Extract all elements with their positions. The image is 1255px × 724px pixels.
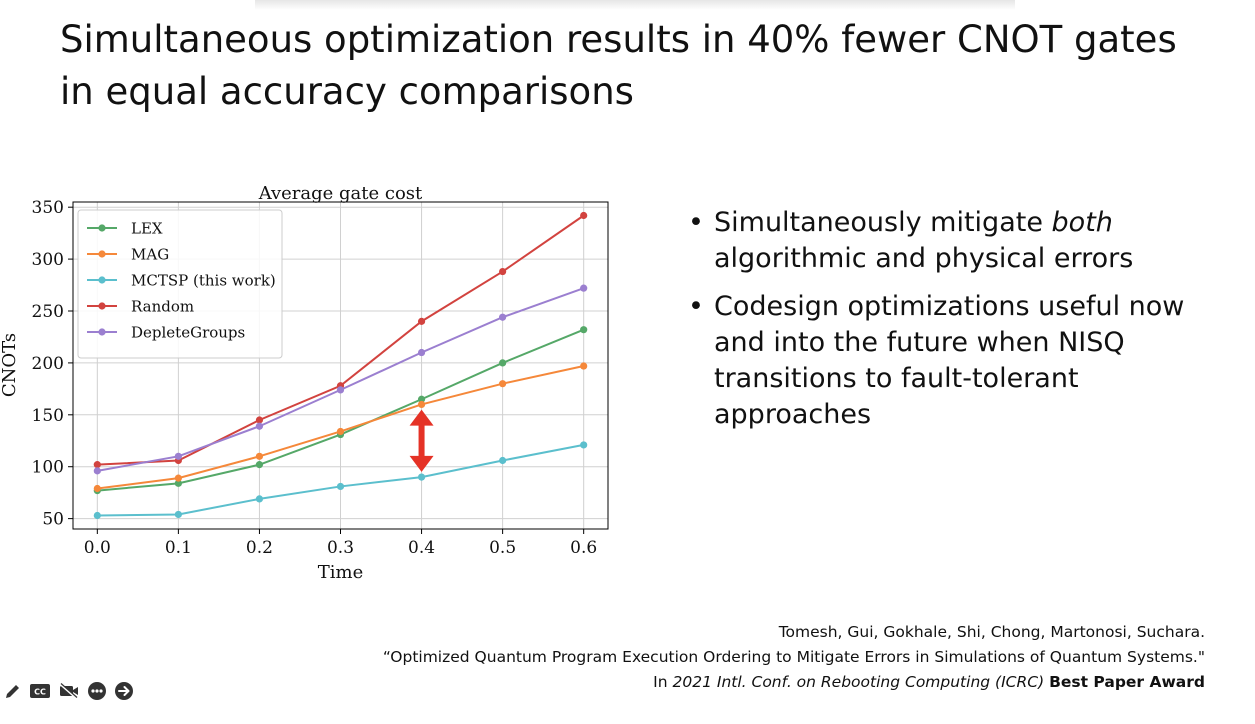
bullet-text-emphasis: both (1051, 207, 1113, 238)
citation-paper-title: “Optimized Quantum Program Execution Ord… (382, 648, 1205, 666)
legend-marker (98, 224, 106, 232)
chart-annotation (409, 409, 434, 472)
next-slide-button[interactable] (114, 681, 134, 701)
x-tick-label: 0.0 (84, 538, 111, 558)
legend-label: DepleteGroups (131, 324, 245, 342)
citation-venue: 2021 Intl. Conf. on Rebooting Computing … (672, 673, 1045, 691)
x-tick-label: 0.3 (327, 538, 354, 558)
data-point-mag (417, 400, 426, 409)
y-tick-label: 200 (32, 354, 64, 374)
bullet-text-pre: Simultaneously mitigate (714, 207, 1052, 238)
chart-series (93, 211, 588, 520)
data-point-mctsp-this-work (417, 473, 426, 481)
citation-venue-prefix: In (653, 673, 673, 691)
data-point-lex (580, 326, 588, 334)
data-point-mctsp-this-work (93, 511, 101, 520)
data-point-depletegroups (255, 422, 264, 430)
chart-legend: LEX MAG MCTSP (this work) Random DepleteGrou… (77, 209, 283, 359)
data-point-lex (499, 359, 507, 367)
x-tick-label: 0.5 (489, 538, 516, 558)
data-point-mctsp-this-work (174, 510, 182, 519)
data-point-mctsp-this-work (499, 456, 507, 465)
legend-label: Random (131, 298, 194, 316)
bullet-text-post: algorithmic and physical errors (714, 243, 1134, 274)
citation-venue-line: In 2021 Intl. Conf. on Rebooting Computi… (383, 670, 1205, 695)
data-point-mctsp-this-work (255, 495, 264, 503)
bullet-text-pre: Codesign optimizations useful now and in… (714, 291, 1185, 430)
legend-marker (98, 276, 106, 284)
x-axis-label: Time (318, 562, 363, 583)
presentation-toolbar: CC (4, 680, 134, 702)
data-point-lex (255, 461, 264, 469)
bullet-list: • Simultaneously mitigate both algorithm… (688, 205, 1228, 445)
data-point-depletegroups (417, 348, 426, 357)
camera-off-icon (59, 683, 78, 699)
bullet-dot: • (688, 207, 704, 238)
y-tick-label: 350 (32, 198, 64, 218)
data-point-mctsp-this-work (580, 441, 588, 449)
legend-label: MAG (131, 246, 169, 264)
data-point-depletegroups (93, 467, 101, 475)
closed-captions-icon: CC (30, 684, 50, 698)
top-shadow (255, 0, 1015, 10)
more-options-button[interactable] (87, 681, 107, 701)
y-tick-label: 250 (32, 302, 64, 322)
legend-label: LEX (131, 220, 163, 238)
data-point-random (93, 461, 101, 469)
x-tick-label: 0.6 (570, 538, 597, 558)
data-point-mag (336, 427, 345, 436)
data-point-random (417, 317, 426, 325)
data-point-lex (417, 395, 426, 403)
legend-marker (98, 250, 106, 258)
camera-off-button[interactable] (58, 683, 80, 699)
legend-box (77, 209, 283, 359)
y-tick-label: 300 (32, 250, 64, 270)
data-point-depletegroups (499, 313, 507, 321)
y-tick-label: 100 (32, 458, 64, 478)
legend-marker (98, 302, 106, 310)
double-arrow-head-down (409, 455, 434, 472)
data-point-mag (499, 380, 507, 388)
data-point-mctsp-this-work (336, 482, 345, 491)
bullet-item: • Simultaneously mitigate both algorithm… (688, 205, 1228, 277)
pen-button[interactable] (4, 682, 22, 700)
slide-title: Simultaneous optimization results in 40%… (60, 18, 1177, 113)
y-axis-label: CNOTs (0, 333, 20, 397)
bullet-item: • Codesign optimizations useful now and … (688, 289, 1228, 433)
x-tick-label: 0.2 (246, 538, 273, 558)
more-options-icon (88, 682, 106, 700)
citation-award: Best Paper Award (1049, 673, 1205, 691)
data-point-mag (93, 484, 101, 493)
pen-icon (6, 685, 19, 698)
closed-captions-button[interactable]: CC (29, 683, 51, 699)
closed-captions-label: CC (34, 688, 46, 697)
data-point-random (255, 416, 264, 424)
data-point-mag (174, 474, 182, 482)
data-point-random (580, 211, 588, 220)
legend-label: MCTSP (this work) (131, 272, 276, 290)
chart-title: Average gate cost (258, 183, 423, 204)
chart-ticks: 0.0 0.1 0.2 0.3 0.4 0.5 0.6 50 100 150 200 250 300 35… (32, 198, 598, 558)
legend-marker (98, 328, 106, 336)
x-tick-label: 0.4 (408, 538, 435, 558)
data-point-mag (255, 452, 264, 460)
bullet-dot: • (688, 291, 704, 322)
average-gate-cost-chart: 0.0 0.1 0.2 0.3 0.4 0.5 0.6 50 100 150 200 250 300 35… (0, 183, 609, 583)
citation: Tomesh, Gui, Gokhale, Shi, Chong, Marton… (383, 620, 1205, 695)
data-point-depletegroups (580, 284, 588, 292)
next-arrow-icon (115, 682, 133, 700)
citation-authors: Tomesh, Gui, Gokhale, Shi, Chong, Marton… (778, 623, 1205, 641)
y-tick-label: 50 (42, 510, 64, 530)
x-tick-label: 0.1 (165, 538, 192, 558)
data-point-lex (174, 479, 182, 487)
data-point-mag (580, 362, 588, 370)
data-point-depletegroups (174, 452, 182, 460)
double-arrow-head-up (409, 409, 434, 426)
y-tick-label: 150 (32, 406, 64, 426)
data-point-random (499, 267, 507, 276)
data-point-depletegroups (336, 386, 345, 394)
